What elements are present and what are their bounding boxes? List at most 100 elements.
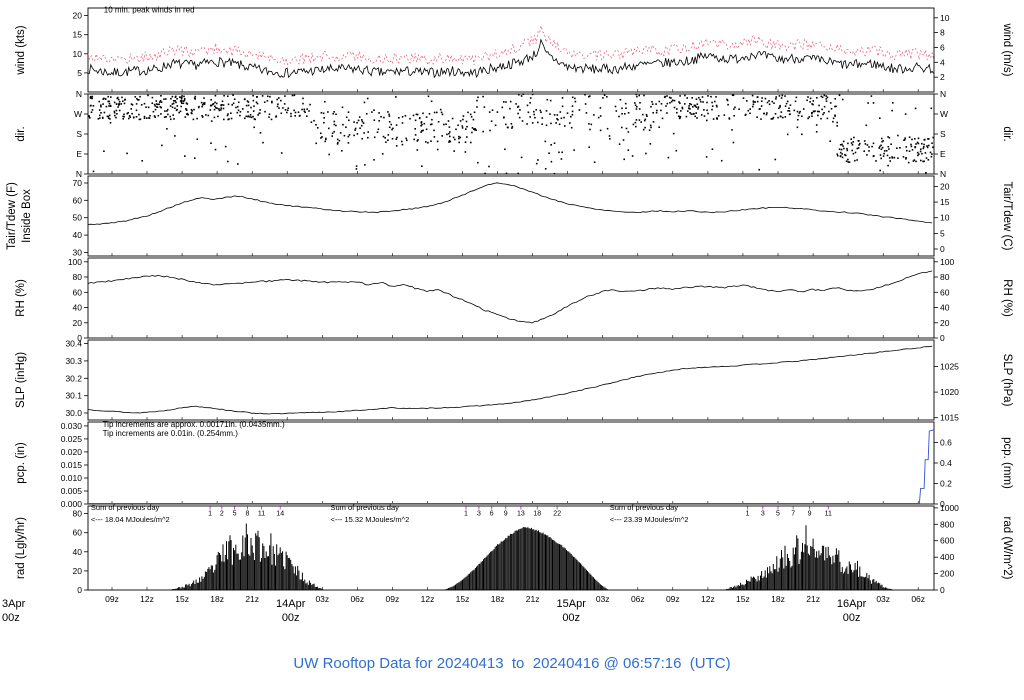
svg-text:4: 4	[940, 57, 945, 67]
svg-text:0.010: 0.010	[61, 473, 83, 483]
annotation: 11	[258, 511, 265, 518]
svg-text:10: 10	[940, 13, 950, 23]
annotation: Tip increments are 0.01in. (0.254mm.)	[103, 429, 239, 438]
annotation: 14	[276, 511, 284, 518]
svg-text:pcp. (mm): pcp. (mm)	[1001, 437, 1013, 489]
svg-text:dir.: dir.	[15, 126, 27, 141]
svg-text:8: 8	[940, 28, 945, 38]
svg-text:0.025: 0.025	[61, 434, 83, 444]
svg-text:80: 80	[73, 509, 83, 519]
svg-text:60: 60	[940, 287, 950, 297]
panel-wind: 5 10 15 20 2 4 6 8 10 wind (kts) wind (m/s) 10 min.…	[15, 6, 1013, 93]
svg-text:0: 0	[77, 333, 82, 343]
svg-text:40: 40	[73, 230, 83, 240]
annotation: 7	[791, 511, 795, 518]
annotation: <--- 18.04 MJoules/m^2	[91, 515, 170, 524]
svg-text:0: 0	[940, 585, 945, 595]
svg-text:09z: 09z	[386, 594, 400, 604]
svg-text:W: W	[74, 109, 82, 119]
svg-text:12z: 12z	[421, 594, 435, 604]
svg-text:rad (W/m^2): rad (W/m^2)	[1001, 517, 1013, 580]
svg-text:30.0: 30.0	[65, 408, 82, 418]
svg-text:06z: 06z	[350, 594, 364, 604]
svg-text:03z: 03z	[876, 594, 890, 604]
svg-text:20: 20	[940, 318, 950, 328]
svg-text:0: 0	[77, 585, 82, 595]
svg-text:60: 60	[73, 195, 83, 205]
svg-text:00z: 00z	[2, 612, 20, 624]
svg-text:N: N	[76, 89, 82, 99]
svg-text:Inside Box: Inside Box	[21, 189, 33, 243]
svg-text:RH (%): RH (%)	[1001, 279, 1013, 317]
svg-text:600: 600	[940, 536, 954, 546]
svg-text:06z: 06z	[631, 594, 645, 604]
svg-text:20: 20	[73, 318, 83, 328]
svg-text:80: 80	[940, 272, 950, 282]
svg-text:wind (kts): wind (kts)	[15, 25, 27, 75]
annotation: 8	[246, 511, 250, 518]
svg-text:400: 400	[940, 552, 954, 562]
svg-text:pcp. (in): pcp. (in)	[15, 442, 27, 484]
svg-text:RH (%): RH (%)	[15, 279, 27, 317]
svg-text:15Apr: 15Apr	[557, 598, 587, 610]
svg-text:20: 20	[940, 181, 950, 191]
annotation: 5	[233, 511, 237, 518]
annotation: Tip increments are approx. 0.00171in. (0…	[103, 420, 285, 429]
svg-text:S: S	[940, 129, 946, 139]
svg-text:0.015: 0.015	[61, 460, 83, 470]
svg-text:30.3: 30.3	[65, 356, 82, 366]
svg-text:18z: 18z	[491, 594, 505, 604]
annotation: 1	[208, 511, 212, 518]
svg-text:40: 40	[73, 303, 83, 313]
svg-text:N: N	[76, 169, 82, 179]
annotation: <--- 15.32 MJoules/m^2	[331, 515, 410, 524]
svg-text:18z: 18z	[771, 594, 785, 604]
svg-text:30.1: 30.1	[65, 391, 82, 401]
svg-text:00z: 00z	[843, 612, 861, 624]
svg-text:03z: 03z	[315, 594, 329, 604]
annotation: 11	[825, 511, 832, 518]
svg-text:wind (m/s): wind (m/s)	[1001, 22, 1013, 76]
svg-text:0.000: 0.000	[61, 499, 83, 509]
svg-text:50: 50	[73, 213, 83, 223]
annotation: 10 min. peak winds in red	[104, 6, 195, 15]
svg-text:1015: 1015	[940, 413, 959, 423]
svg-text:20: 20	[73, 11, 83, 21]
svg-text:0.6: 0.6	[940, 438, 952, 448]
svg-text:0: 0	[940, 333, 945, 343]
svg-text:09z: 09z	[105, 594, 119, 604]
svg-text:5: 5	[940, 228, 945, 238]
svg-text:21z: 21z	[526, 594, 540, 604]
svg-text:0.2: 0.2	[940, 479, 952, 489]
svg-text:0.030: 0.030	[61, 421, 83, 431]
annotation: 1	[746, 511, 750, 518]
svg-text:10: 10	[73, 49, 83, 59]
svg-text:5: 5	[77, 68, 82, 78]
svg-text:18z: 18z	[210, 594, 224, 604]
panel-pressure: 30.0 30.1 30.2 30.3 30.4 1015 1020 1025 SLP (inH…	[15, 339, 1013, 423]
svg-text:100: 100	[940, 257, 954, 267]
svg-text:10: 10	[940, 213, 950, 223]
svg-text:100: 100	[68, 257, 82, 267]
svg-text:16Apr: 16Apr	[837, 598, 867, 610]
panel-temperature: 30 40 50 60 70 0 5 10 15 20 Tair/Tdew (F) Inside Bo…	[6, 175, 1013, 258]
svg-text:SLP (hPa): SLP (hPa)	[1001, 354, 1013, 407]
annotation: Sum of previous day	[331, 503, 400, 512]
annotation: 18	[533, 511, 541, 518]
annotation: 6	[490, 511, 494, 518]
svg-text:0: 0	[940, 244, 945, 254]
svg-text:15: 15	[73, 30, 83, 40]
svg-text:0.005: 0.005	[61, 486, 83, 496]
svg-text:21z: 21z	[806, 594, 820, 604]
svg-text:N: N	[940, 169, 946, 179]
svg-text:1020: 1020	[940, 387, 959, 397]
svg-text:06z: 06z	[911, 594, 925, 604]
annotation: 2	[220, 511, 224, 518]
annotation: Sum of previous day	[610, 503, 679, 512]
annotation: 5	[776, 511, 780, 518]
svg-text:E: E	[76, 149, 82, 159]
panel-humidity: 0 20 40 60 80 100 0 20 40 60 80 100 RH (%) RH (%)	[15, 257, 1013, 343]
svg-text:800: 800	[940, 519, 954, 529]
annotation: 9	[504, 511, 508, 518]
